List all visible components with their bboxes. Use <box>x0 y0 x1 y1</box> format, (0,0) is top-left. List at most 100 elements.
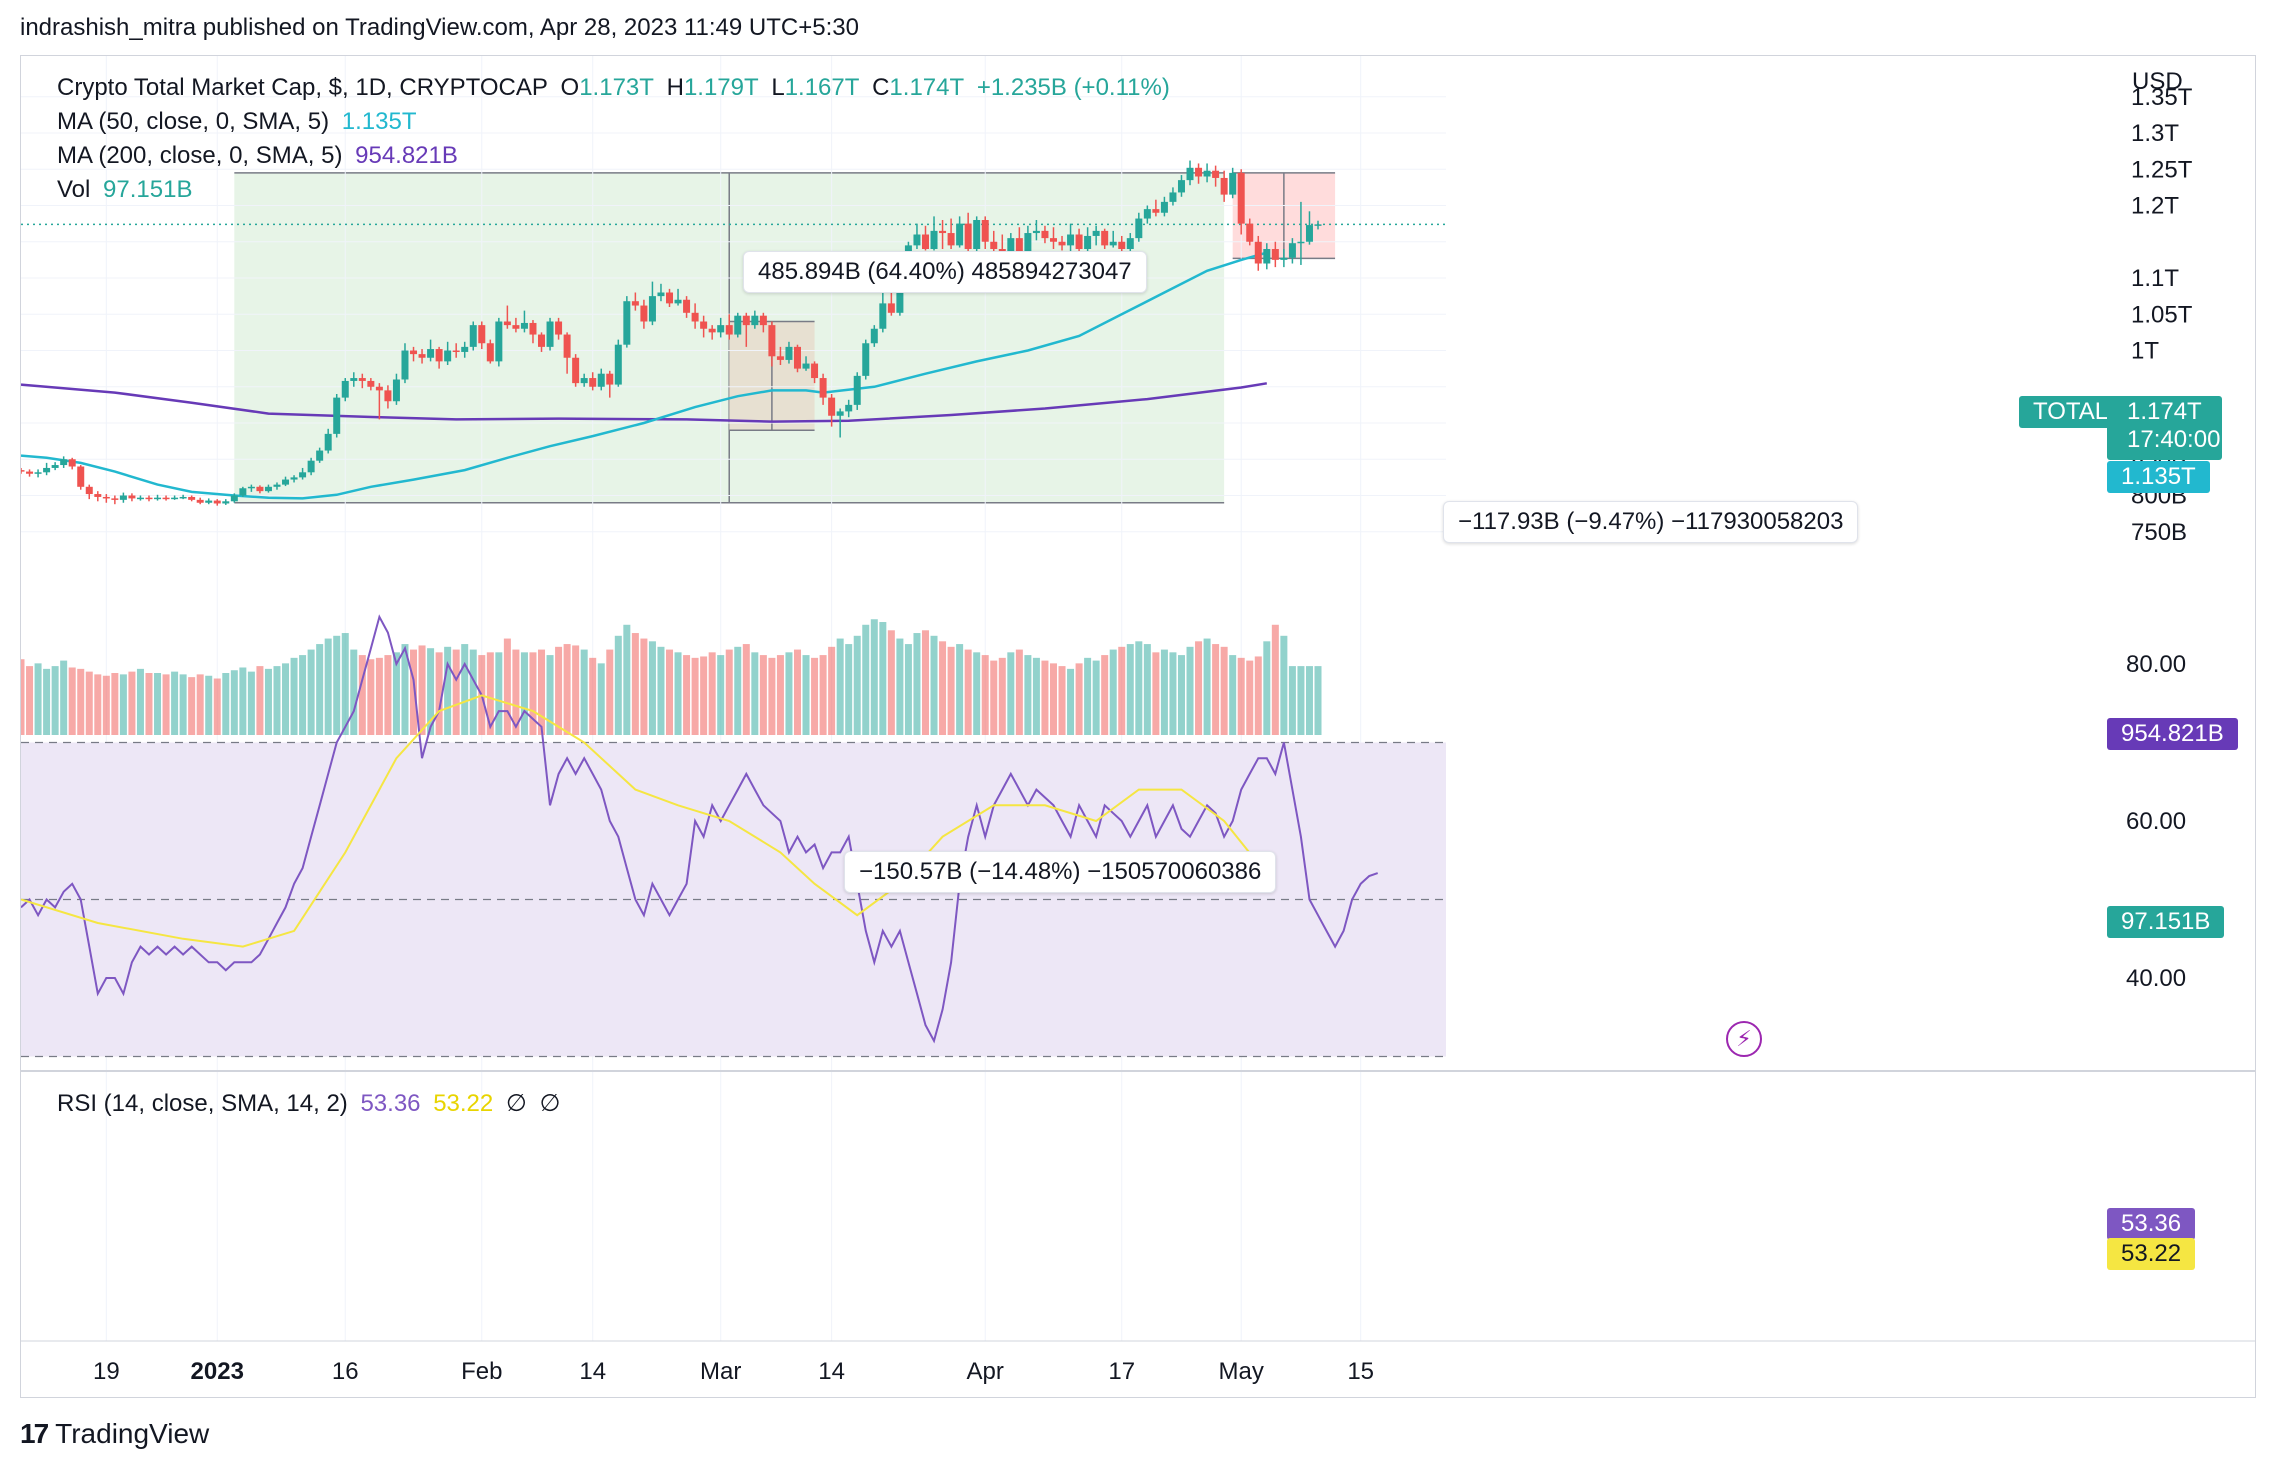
candle-body <box>802 363 810 369</box>
volume-bars <box>21 619 1322 735</box>
candle-body <box>196 499 204 503</box>
candle-body <box>563 334 571 358</box>
price-tick-label: 1.1T <box>2131 265 2179 292</box>
candle-body <box>597 373 605 387</box>
volume-bar <box>316 644 324 735</box>
price-tag-box: 1.174T 17:40:00 <box>2107 396 2222 460</box>
volume-bar <box>768 657 776 735</box>
legend-o-value: 1.173T <box>579 74 654 101</box>
candle-body <box>495 321 503 362</box>
currency-label[interactable]: USD <box>2132 68 2183 95</box>
candle-body <box>930 230 938 249</box>
candle-body <box>1032 230 1040 234</box>
candle-body <box>341 380 349 398</box>
volume-bar <box>1229 655 1237 735</box>
chart-frame[interactable]: 1.35T1.3T1.25T1.2T1.1T1.05T1T900B850B800… <box>20 55 2256 1398</box>
legend-ma200-value: 954.821B <box>355 142 458 169</box>
volume-bar <box>930 635 938 735</box>
volume-bar <box>324 638 332 735</box>
candle-body <box>785 346 793 360</box>
candle-body <box>324 433 332 451</box>
volume-bar <box>964 649 972 735</box>
volume-bar <box>1237 657 1245 735</box>
candle-body <box>452 350 460 352</box>
candle-body <box>316 450 324 461</box>
legend-ma200[interactable]: MA (200, close, 0, SMA, 5) 954.821B <box>57 142 464 170</box>
volume-bar <box>1058 666 1066 735</box>
volume-bar <box>51 666 59 735</box>
candle-body <box>1160 201 1168 213</box>
volume-bar <box>1067 668 1075 735</box>
volume-bar <box>1015 649 1023 735</box>
legend-ma50[interactable]: MA (50, close, 0, SMA, 5) 1.135T <box>57 108 423 136</box>
volume-bar <box>205 675 213 735</box>
volume-bar <box>947 646 955 735</box>
volume-bar <box>1075 663 1083 735</box>
candle-body <box>1212 170 1220 178</box>
legend-symbol[interactable]: Crypto Total Market Cap, $, 1D, CRYPTOCA… <box>57 74 548 101</box>
legend-rsi[interactable]: RSI (14, close, SMA, 14, 2) 53.36 53.22 … <box>57 1089 566 1118</box>
candle-body <box>1203 170 1211 177</box>
volume-bar <box>853 635 861 735</box>
rsi-tag: 53.36 <box>2107 1208 2196 1240</box>
lightning-icon[interactable]: ⚡ <box>1726 1021 1762 1057</box>
volume-bar <box>1246 660 1254 735</box>
legend-ma50-value: 1.135T <box>341 108 417 135</box>
candle-body <box>290 477 298 480</box>
volume-bar <box>290 657 298 735</box>
volume-bar <box>1041 660 1049 735</box>
volume-bar <box>495 652 503 735</box>
volume-bar <box>546 655 554 735</box>
rsi-tick-label: 40.00 <box>2126 965 2186 992</box>
candle-body <box>555 321 563 335</box>
candle-body <box>717 325 725 333</box>
time-tick-label: Apr <box>967 1358 1004 1385</box>
legend-vol[interactable]: Vol 97.151B <box>57 176 198 204</box>
candle-body <box>1118 241 1126 249</box>
volume-bar <box>597 663 605 735</box>
price-tick-label: 1.35T <box>2131 84 2193 111</box>
chart-canvas[interactable]: 1.35T1.3T1.25T1.2T1.1T1.05T1T900B850B800… <box>21 56 2255 1397</box>
candle-body <box>606 373 614 385</box>
candle-body <box>162 497 170 500</box>
candle-body <box>350 378 358 381</box>
rsi-tick-label: 60.00 <box>2126 808 2186 835</box>
candle-body <box>631 301 639 306</box>
volume-bar <box>1143 644 1151 735</box>
candle-body <box>674 299 682 304</box>
candle-body <box>751 315 759 326</box>
volume-bar <box>717 655 725 735</box>
measure-label-mar[interactable]: −150.57B (−14.48%) −150570060386 <box>844 851 1277 893</box>
volume-bar <box>119 674 127 735</box>
candle-body <box>973 220 981 249</box>
candle-body <box>358 378 366 381</box>
candle-body <box>1263 249 1271 264</box>
candle-body <box>589 378 597 387</box>
measure-label-up[interactable]: 485.894B (64.40%) 485894273047 <box>743 251 1147 293</box>
candle-body <box>1143 209 1151 219</box>
candle-body <box>990 241 998 249</box>
ma50-path <box>21 251 1268 500</box>
ma50-line <box>21 251 1268 500</box>
candles <box>21 160 1322 506</box>
volume-bar <box>1152 652 1160 735</box>
volume-bar <box>94 674 102 735</box>
candle-body <box>887 303 895 313</box>
legend-rsi-extra1: ∅ <box>505 1090 527 1117</box>
volume-bar <box>887 630 895 735</box>
candle-body <box>1186 167 1194 181</box>
volume-bar <box>341 633 349 735</box>
candle-body <box>623 301 631 345</box>
candle-body <box>43 467 51 473</box>
volume-bar <box>384 655 392 735</box>
candle-body <box>759 315 767 326</box>
candle-body <box>683 299 691 313</box>
candle-body <box>836 411 844 416</box>
volume-bar <box>674 652 682 735</box>
candle-body <box>239 488 247 496</box>
candle-body <box>384 390 392 402</box>
candle-body <box>1177 180 1185 193</box>
measure-label-apr[interactable]: −117.93B (−9.47%) −117930058203 <box>1443 501 1859 543</box>
candle-body <box>171 497 179 500</box>
time-tick-label: 14 <box>818 1358 845 1385</box>
